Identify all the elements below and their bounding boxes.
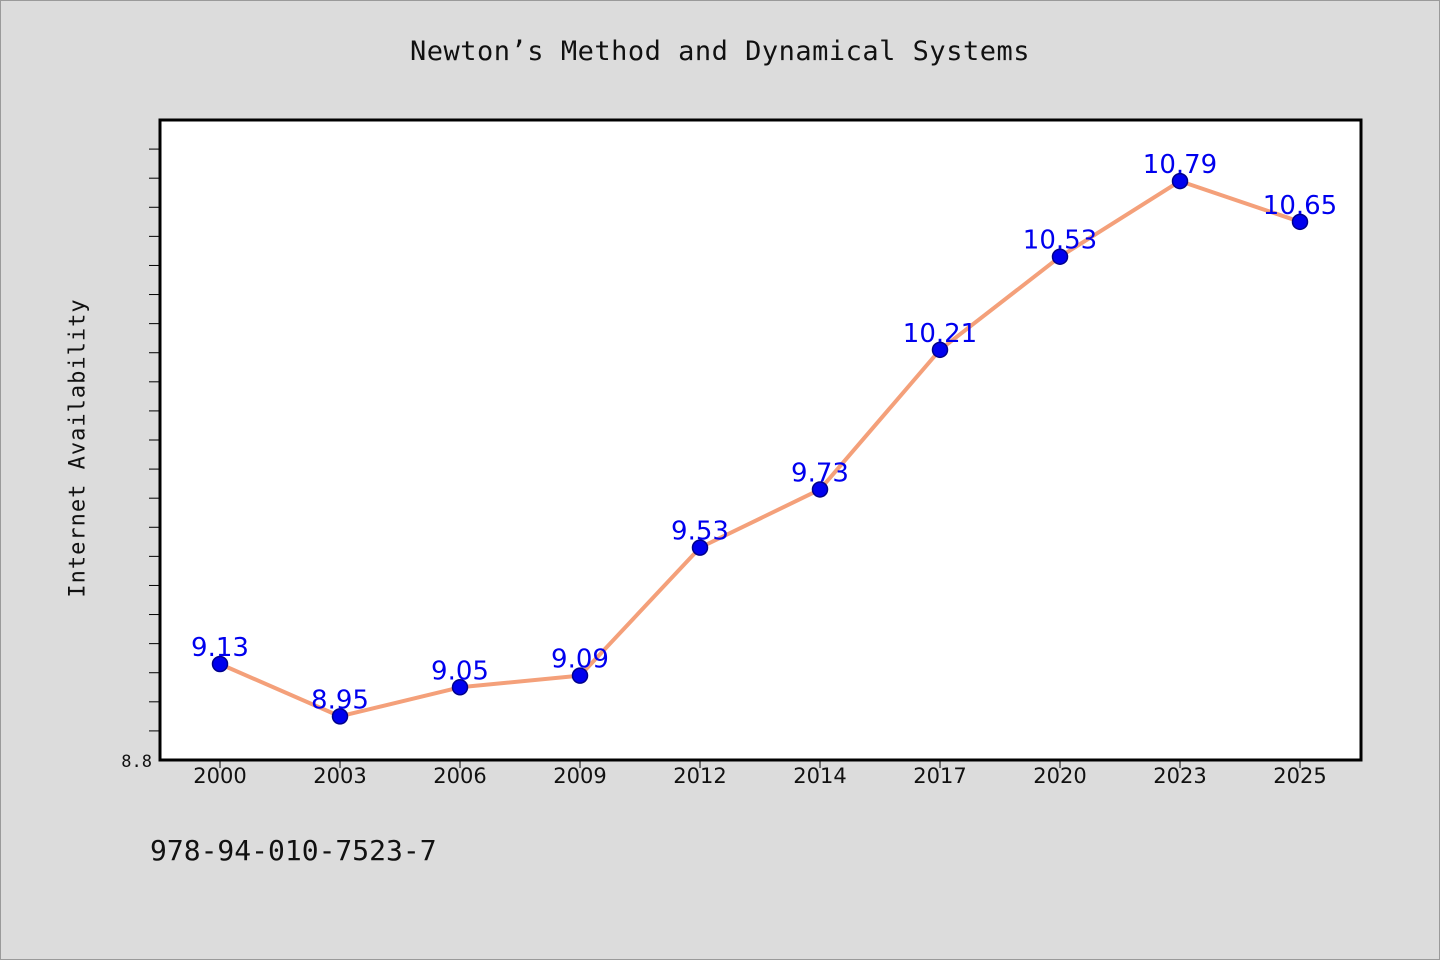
series-line <box>218 179 1302 719</box>
data-label: 9.09 <box>551 645 609 675</box>
data-label: 10.53 <box>1023 226 1097 256</box>
x-tick-label: 2006 <box>433 764 486 788</box>
x-tick-label: 2003 <box>313 764 366 788</box>
data-point <box>1171 172 1189 190</box>
data-point <box>691 539 709 556</box>
x-tick-label: 2017 <box>913 764 966 788</box>
x-tick-label: 2009 <box>553 764 606 788</box>
x-tick-label: 2023 <box>1153 764 1206 788</box>
series-line-group <box>218 179 1302 719</box>
x-tick-label: 2014 <box>793 764 846 788</box>
data-point <box>331 708 349 725</box>
data-label: 10.21 <box>903 319 977 349</box>
x-tick-label: 2000 <box>193 764 246 788</box>
y-axis-ticks <box>149 148 159 732</box>
data-label: 10.79 <box>1143 150 1217 180</box>
data-label: 10.65 <box>1263 191 1337 221</box>
x-tick-label: 2012 <box>673 764 726 788</box>
data-label: 9.05 <box>431 656 489 686</box>
chart-title: Newton’s Method and Dynamical Systems <box>410 36 1030 67</box>
data-point <box>451 679 469 696</box>
x-tick-label: 2025 <box>1273 764 1326 788</box>
data-point <box>1291 213 1309 231</box>
data-labels: 9.13 8.95 9.05 9.09 9.53 9.73 10.21 10.53 10.79 1… <box>191 150 1337 715</box>
data-point <box>1051 248 1069 265</box>
data-label: 9.73 <box>791 458 849 488</box>
data-label: 9.53 <box>671 517 729 547</box>
x-tick-label: 2020 <box>1033 764 1086 788</box>
data-point <box>571 667 589 684</box>
plot-border <box>158 118 1363 762</box>
data-label: 8.95 <box>311 685 369 715</box>
data-label: 9.13 <box>191 633 249 663</box>
series-markers <box>211 172 1309 725</box>
data-point <box>211 655 229 673</box>
x-axis-ticks: 2000 2003 2006 2009 2012 2014 2017 2020 2023 2025 <box>193 760 1327 788</box>
data-point <box>811 481 829 498</box>
isbn-code: 978-94-010-7523-7 <box>150 834 437 867</box>
plot-area <box>160 120 1361 760</box>
y-tick-label: 8.8 <box>121 752 152 772</box>
data-point <box>931 341 949 359</box>
